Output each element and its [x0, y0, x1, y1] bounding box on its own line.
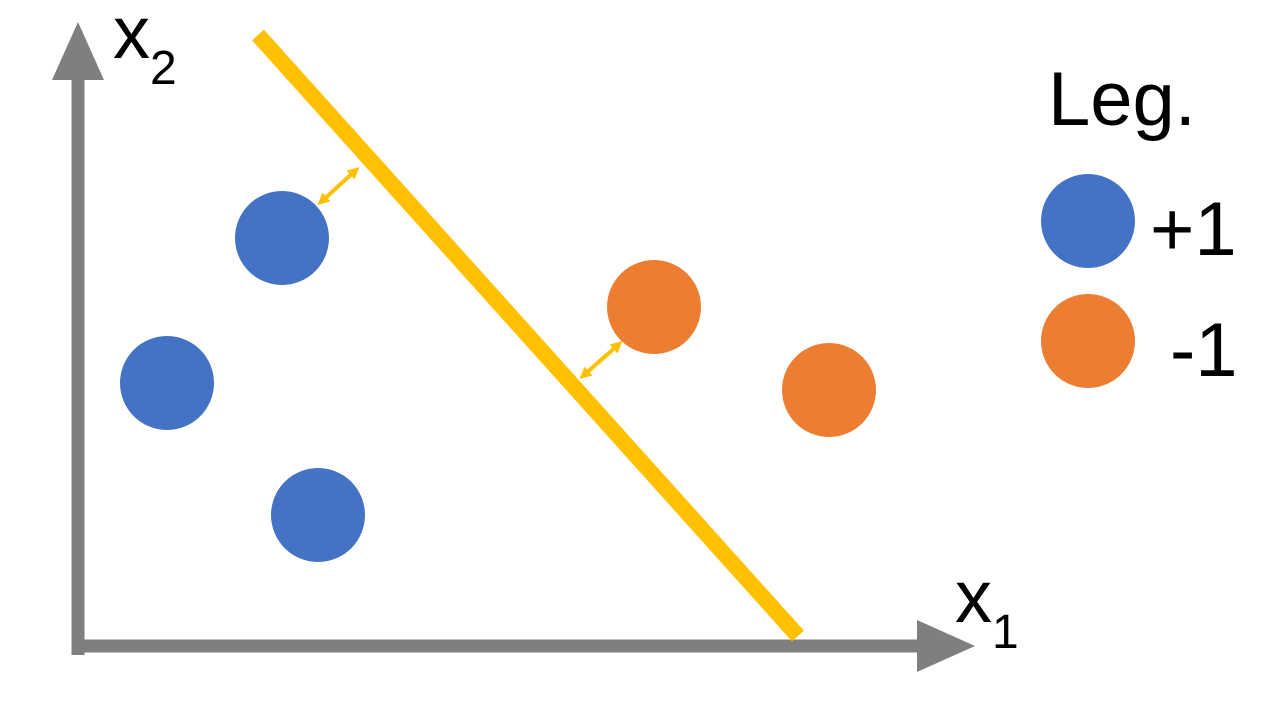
- x-axis-label: x1: [955, 555, 1019, 659]
- margin-arrow-positive: [317, 166, 360, 206]
- point-positive: [235, 191, 329, 285]
- margin-arrow-negative: [579, 341, 623, 379]
- legend-label-positive: +1: [1150, 187, 1237, 272]
- legend-title: Leg.: [1048, 57, 1196, 142]
- decision-boundary: [252, 29, 804, 642]
- x-axis: [72, 620, 975, 672]
- point-positive: [120, 336, 214, 430]
- y-axis: [52, 22, 104, 655]
- y-axis-arrowhead: [52, 22, 104, 80]
- x-axis-arrowhead: [917, 620, 975, 672]
- point-negative: [607, 260, 701, 354]
- legend: Leg. +1 -1: [1041, 57, 1238, 393]
- legend-label-negative: -1: [1170, 308, 1238, 393]
- legend-swatch-positive: [1041, 174, 1135, 268]
- legend-swatch-negative: [1041, 294, 1135, 388]
- point-positive: [271, 468, 365, 562]
- y-axis-label: x2: [113, 0, 177, 95]
- point-negative: [782, 343, 876, 437]
